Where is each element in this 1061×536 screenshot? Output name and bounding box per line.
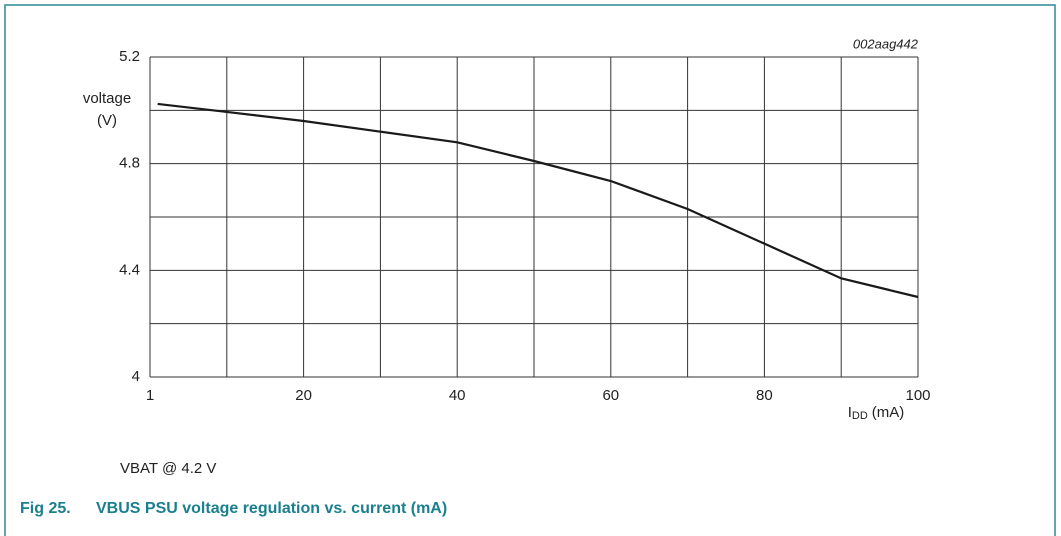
note: VBAT @ 4.2 V <box>120 460 216 477</box>
frame <box>4 4 1056 536</box>
data-line <box>157 102 919 299</box>
x-tick-label: 80 <box>756 387 773 404</box>
x-tick-label: 20 <box>295 387 312 404</box>
x-axis-unit: (mA) <box>872 404 905 421</box>
caption-number: Fig 25. <box>20 500 71 517</box>
x-tick-label: 40 <box>449 387 466 404</box>
x-axis-subscript: DD <box>852 410 868 422</box>
y-tick-label: 4 <box>132 368 140 385</box>
x-axis-symbol: I <box>848 404 852 421</box>
x-axis-label: IDD (mA) <box>848 404 905 422</box>
y-axis-label: voltage <box>83 90 131 107</box>
y-axis-label: (V) <box>97 112 117 129</box>
x-tick-label: 60 <box>602 387 619 404</box>
x-tick-label: 1 <box>146 387 154 404</box>
figure-code: 002aag442 <box>853 36 919 51</box>
caption: VBUS PSU voltage regulation vs. current … <box>96 500 447 517</box>
y-tick-label: 5.2 <box>119 48 140 65</box>
y-tick-label: 4.4 <box>119 261 140 278</box>
y-tick-label: 4.8 <box>119 155 140 172</box>
x-tick-label: 100 <box>905 387 930 404</box>
